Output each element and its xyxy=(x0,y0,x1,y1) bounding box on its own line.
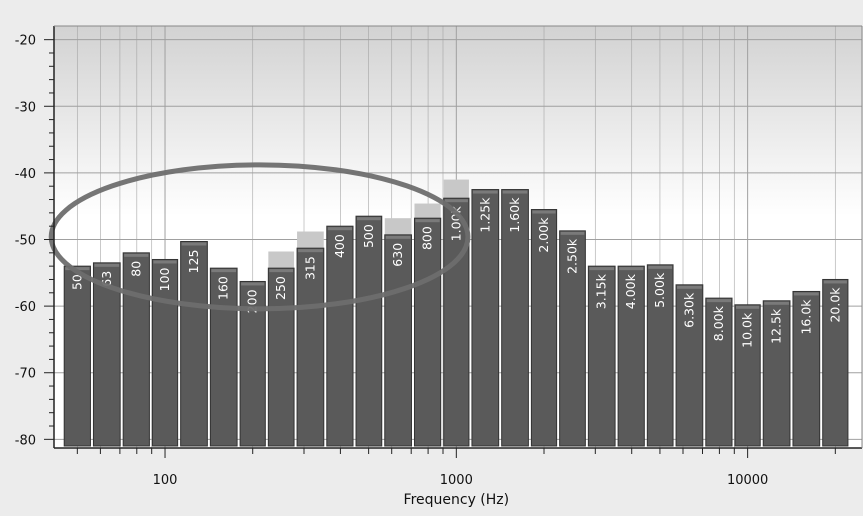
bar-cap xyxy=(560,231,585,235)
bar-label: 1.60k xyxy=(507,197,522,233)
bar-cap xyxy=(532,210,556,214)
bar-cap xyxy=(589,267,615,271)
bar-label: 4.00k xyxy=(623,273,638,309)
bar xyxy=(151,258,179,447)
bar xyxy=(646,264,674,447)
bar-cap xyxy=(153,260,177,264)
bar-label: 2.00k xyxy=(536,217,551,253)
annotations xyxy=(48,162,471,312)
x-tick-label: 100 xyxy=(153,473,178,488)
bar-label: 400 xyxy=(332,234,347,258)
x-tick-label: 10000 xyxy=(727,473,768,488)
bars xyxy=(63,179,849,447)
bar-label: 125 xyxy=(186,249,201,273)
bar-label: 80 xyxy=(128,261,143,277)
bar-label: 160 xyxy=(216,276,231,300)
bar-cap xyxy=(357,217,381,221)
bar xyxy=(734,304,761,447)
bar xyxy=(675,284,704,447)
bar-cap xyxy=(94,263,120,267)
bar-label: 250 xyxy=(273,276,288,300)
bar-label: 20.0k xyxy=(827,287,842,323)
bar xyxy=(762,300,791,447)
bar xyxy=(443,197,470,447)
bar xyxy=(617,265,645,447)
bar xyxy=(209,267,238,447)
bar xyxy=(587,265,616,447)
bar xyxy=(122,252,150,447)
bar-label: 16.0k xyxy=(798,299,813,335)
bar-cap xyxy=(677,285,702,289)
bar xyxy=(180,240,208,447)
bar-cap xyxy=(327,227,353,231)
bar-cap xyxy=(241,282,265,286)
bar-cap xyxy=(823,280,847,284)
bar-cap xyxy=(415,219,440,223)
bar-cap xyxy=(269,269,294,273)
bar-cap xyxy=(124,253,149,257)
bar-label: 315 xyxy=(302,256,317,280)
bar-cap xyxy=(619,267,644,271)
bar xyxy=(355,215,383,447)
y-tick-label: -20 xyxy=(15,34,36,49)
bar-label: 6.30k xyxy=(681,292,696,328)
bar-cap xyxy=(764,301,789,305)
bar xyxy=(530,209,558,447)
y-tick-label: -50 xyxy=(15,234,36,249)
x-tick-label: 1000 xyxy=(440,473,473,488)
bar xyxy=(792,290,821,447)
axes: -20 -30 -40 -50 -60 -70 -80 100 1000 10000 xyxy=(15,25,863,488)
bar-label: 3.15k xyxy=(594,273,609,309)
highlight-ellipse xyxy=(48,162,471,312)
bar-cap xyxy=(706,299,732,303)
bar-cap xyxy=(298,249,323,253)
bar-label: 8.00k xyxy=(711,305,726,341)
bar-cap xyxy=(65,267,90,271)
y-tick-label: -40 xyxy=(15,167,36,182)
bar-label: 1.25k xyxy=(477,197,492,233)
bar xyxy=(384,234,412,447)
y-tick-label: -70 xyxy=(15,367,36,382)
bar-cap xyxy=(648,265,673,269)
bar-label: 50 xyxy=(69,274,84,290)
bar-cap xyxy=(181,242,207,246)
bar xyxy=(501,189,529,447)
bar xyxy=(705,297,733,447)
bar-cap xyxy=(736,305,760,309)
bar xyxy=(92,262,121,447)
bar-label: 800 xyxy=(420,226,435,250)
y-tick-label: -60 xyxy=(15,300,36,315)
bar xyxy=(822,278,849,447)
y-tick-label: -30 xyxy=(15,100,36,115)
x-axis-title: Frequency (Hz) xyxy=(404,492,510,508)
bar xyxy=(326,225,354,447)
bar-cap xyxy=(211,269,237,273)
bar xyxy=(267,267,295,447)
bar-cap xyxy=(385,235,411,239)
bar-cap xyxy=(793,292,819,296)
bar-label: 100 xyxy=(157,267,172,291)
bar xyxy=(559,230,586,447)
y-tick-label: -80 xyxy=(15,433,36,448)
bar xyxy=(296,247,325,447)
bar-label: 5.00k xyxy=(652,272,667,308)
bar xyxy=(63,265,91,447)
bar-cap xyxy=(444,199,468,203)
bar xyxy=(471,189,500,447)
bar-label: 2.50k xyxy=(564,238,579,274)
bar-label: 500 xyxy=(361,224,376,248)
bar-label: 630 xyxy=(390,243,405,267)
bar-cap xyxy=(502,190,528,194)
bar-label: 12.5k xyxy=(769,308,784,344)
bar-cap xyxy=(472,190,498,194)
bar-label: 10.0k xyxy=(740,312,755,348)
bar xyxy=(413,217,442,447)
